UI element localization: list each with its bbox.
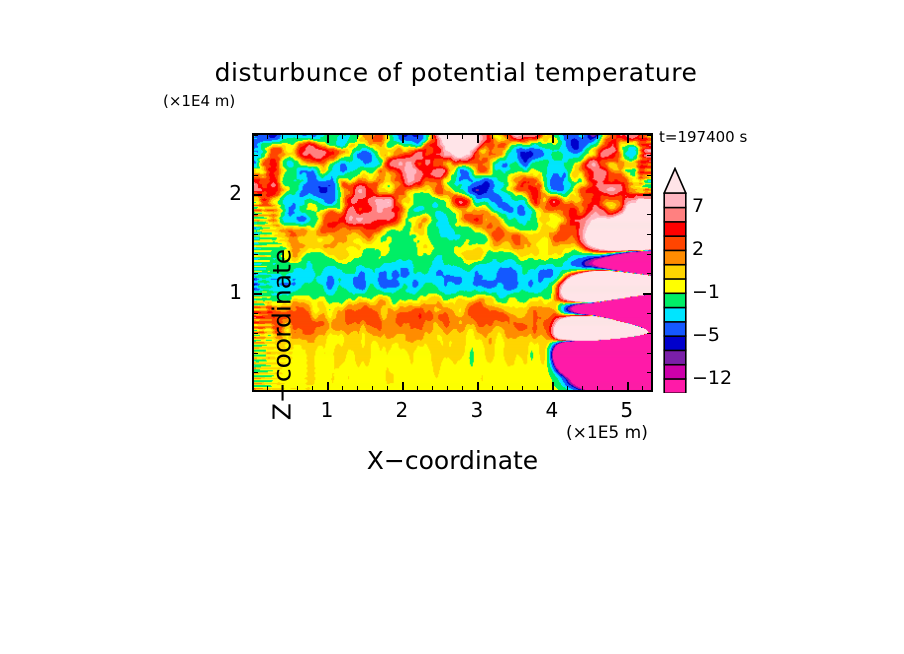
x-tick-label: 2 — [395, 398, 409, 422]
y-axis-label-wrap: Z−coordinate — [196, 130, 297, 420]
z-axis-unit-label: (×1E4 m) — [163, 92, 236, 110]
contour-plot-area — [252, 133, 653, 392]
x-tick-label: 5 — [620, 398, 634, 422]
time-stamp-label: t=197400 s — [659, 128, 748, 146]
colorbar-tick-label: −1 — [692, 281, 721, 303]
colorbar-tick-label: −5 — [692, 323, 721, 346]
colorbar — [663, 167, 687, 393]
x-tick-label: 4 — [545, 398, 559, 422]
colorbar-tick-label: −12 — [692, 366, 733, 389]
x-tick-label: 1 — [320, 398, 334, 422]
x-axis-unit-label: (×1E5 m) — [566, 423, 648, 443]
y-tick-label: 2 — [229, 181, 242, 206]
x-tick-label: 3 — [470, 398, 484, 422]
page-title: disturbunce of potential temperature — [0, 58, 904, 87]
colorbar-tick-label: 7 — [692, 195, 705, 218]
colorbar-tick-label: 2 — [692, 238, 705, 261]
y-tick-label: 1 — [229, 280, 242, 305]
contour-field — [254, 135, 651, 390]
chart-title-text: disturbunce of potential temperature — [214, 58, 698, 87]
x-axis-label: X−coordinate — [366, 446, 539, 475]
y-axis-label: Z−coordinate — [267, 248, 297, 421]
